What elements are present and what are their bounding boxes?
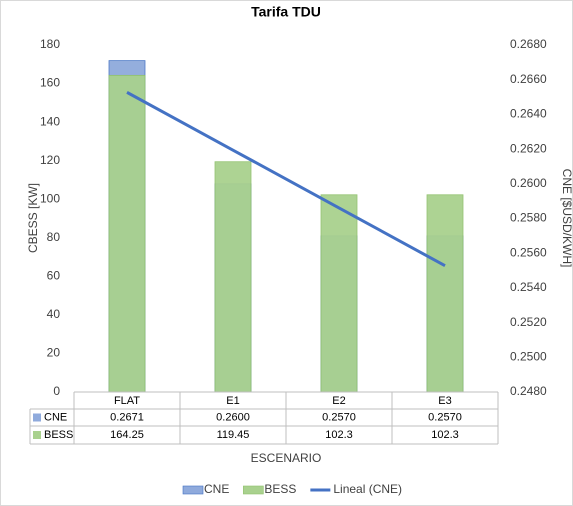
y-tick-label: 120 <box>40 153 60 167</box>
bar <box>214 161 252 393</box>
table-cell: 0.2570 <box>428 411 462 423</box>
y2-tick-label: 0.2600 <box>510 176 547 190</box>
table-cell: 0.2600 <box>216 411 250 423</box>
y2-tick-label: 0.2620 <box>510 141 547 155</box>
y-tick-label: 100 <box>40 191 60 205</box>
bar <box>426 194 464 393</box>
x-tick-label: E3 <box>438 395 451 407</box>
table-cell: 102.3 <box>431 429 459 441</box>
x-tick-label: E2 <box>332 395 345 407</box>
y-tick-label: 0 <box>53 384 60 398</box>
y-tick-label: 160 <box>40 76 60 90</box>
y2-tick-label: 0.2680 <box>510 37 547 51</box>
bar <box>320 194 358 393</box>
table-row-label: CNE <box>44 411 67 423</box>
y-tick-label: 140 <box>40 114 60 128</box>
y2-tick-label: 0.2520 <box>510 315 547 329</box>
chart-title: Tarifa TDU <box>251 4 321 20</box>
table-cell: 0.2570 <box>322 411 356 423</box>
x-tick-label: E1 <box>226 395 239 407</box>
table-cell: 164.25 <box>110 429 144 441</box>
trendline <box>126 91 446 268</box>
x-tick-label: FLAT <box>114 395 140 407</box>
y2-tick-label: 0.2580 <box>510 211 547 225</box>
table-row-label: BESS <box>44 429 73 441</box>
table-legend-key <box>33 431 41 439</box>
y2-tick-label: 0.2660 <box>510 72 547 86</box>
y-tick-label: 80 <box>47 230 61 244</box>
y-tick-label: 40 <box>47 307 61 321</box>
y2-tick-label: 0.2560 <box>510 245 547 259</box>
legend-label: Lineal (CNE) <box>333 482 402 496</box>
table-cell: 102.3 <box>325 429 353 441</box>
y-axis-label: CBESS [KW] <box>26 183 40 253</box>
y-tick-label: 20 <box>47 346 61 360</box>
legend-key <box>182 485 204 495</box>
y2-tick-label: 0.2480 <box>510 384 547 398</box>
y2-tick-label: 0.2640 <box>510 107 547 121</box>
legend-label: BESS <box>264 482 296 496</box>
x-axis-label: ESCENARIO <box>251 451 322 465</box>
table-cell: 0.2671 <box>110 411 144 423</box>
bar <box>108 74 146 393</box>
y-tick-label: 180 <box>40 37 60 51</box>
y2-axis-label: CNE [$USD/KWH] <box>560 169 573 268</box>
y-tick-label: 60 <box>47 269 61 283</box>
legend-key <box>243 485 264 495</box>
y2-tick-label: 0.2500 <box>510 349 547 363</box>
legend-label: CNE <box>204 482 229 496</box>
y2-tick-label: 0.2540 <box>510 280 547 294</box>
table-legend-key <box>33 413 41 422</box>
table-cell: 119.45 <box>217 429 250 441</box>
